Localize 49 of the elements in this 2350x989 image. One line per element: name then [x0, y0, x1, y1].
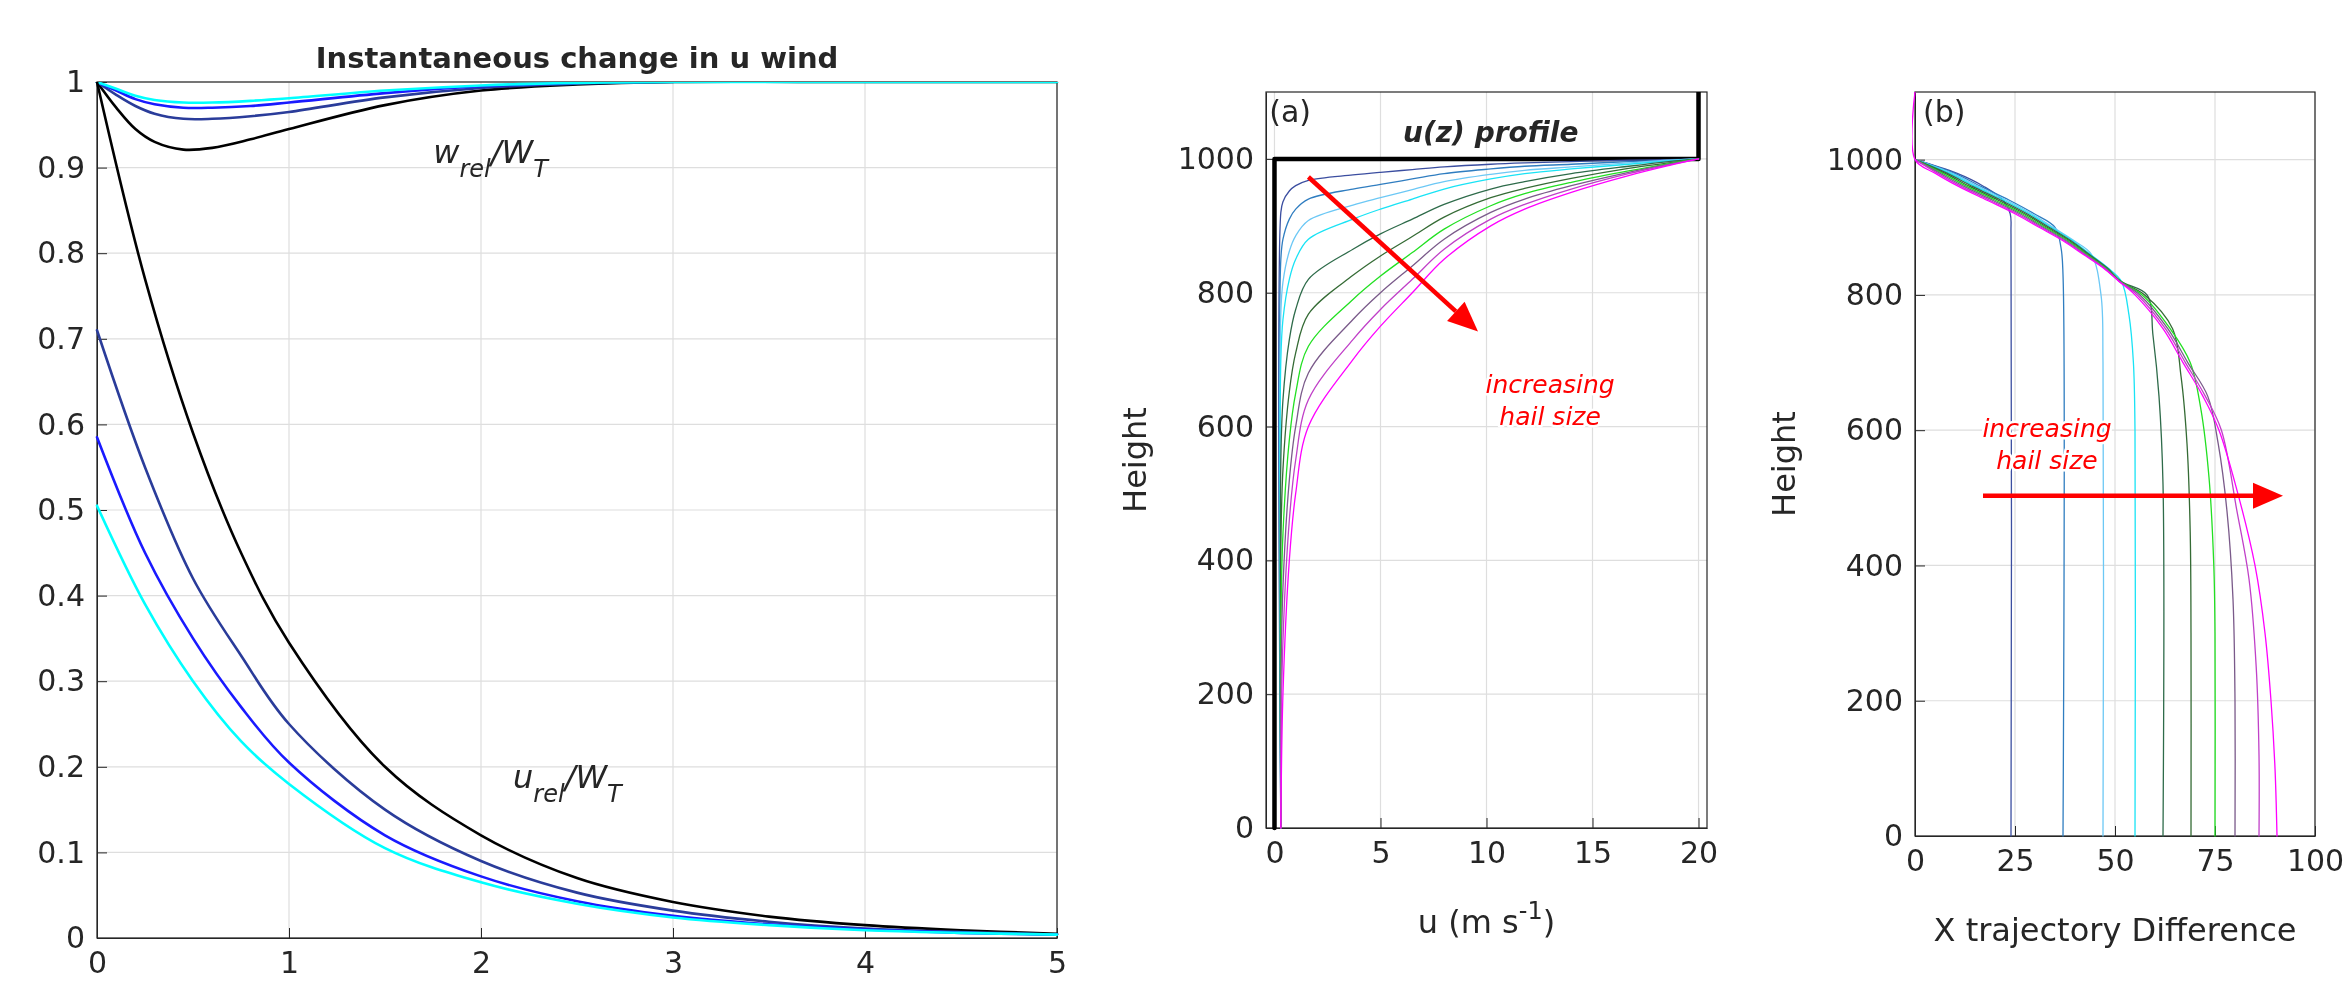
x-tick-label: 0 — [1265, 835, 1285, 871]
x-tick-label: 100 — [2286, 843, 2345, 879]
x-tick-label: 3 — [663, 945, 684, 981]
x-axis-title: X trajectory Difference — [1933, 911, 2297, 949]
y-tick-label: 0.3 — [37, 663, 85, 699]
x-tick-label: 5 — [1371, 835, 1391, 871]
y-tick-label: 1000 — [1177, 141, 1254, 177]
x-tick-label: 2 — [471, 945, 492, 981]
y-axis-title: Height — [1765, 411, 1803, 517]
y-tick-label: 200 — [1196, 676, 1254, 712]
annotation: w$_{rel}$/W$_{T}$ — [433, 133, 551, 184]
y-tick-label: 400 — [1845, 547, 1903, 583]
y-tick-label: 0.1 — [37, 834, 85, 870]
x-tick-label: 10 — [1467, 835, 1507, 871]
y-tick-label: 0.9 — [37, 149, 85, 185]
x-axis-title: u (m s$^{-1}$) — [1417, 897, 1556, 941]
annotation: (b) — [1923, 94, 1966, 130]
y-tick-label: 1 — [65, 64, 85, 100]
y-tick-label: 800 — [1196, 274, 1254, 310]
y-tick-label: 0.2 — [37, 748, 85, 784]
x-tick-label: 0 — [1905, 843, 1926, 879]
annotation: u(z) profile — [1403, 116, 1579, 150]
y-tick-label: 400 — [1196, 542, 1254, 578]
y-tick-label: 0.8 — [37, 235, 85, 271]
y-tick-label: 0.6 — [37, 406, 85, 442]
x-tick-label: 50 — [2096, 843, 2135, 879]
y-tick-label: 200 — [1845, 682, 1903, 718]
y-axis-title: Height — [1116, 407, 1154, 513]
annotation: (a) — [1269, 94, 1311, 130]
chart-title: Instantaneous change in u wind — [315, 41, 839, 75]
y-tick-label: 0.4 — [37, 577, 85, 613]
y-tick-label: 600 — [1196, 408, 1254, 444]
y-tick-label: 1000 — [1826, 141, 1903, 177]
x-tick-label: 0 — [87, 945, 108, 981]
annotation: increasing hail size — [1485, 370, 1615, 432]
y-tick-label: 800 — [1845, 277, 1903, 313]
y-tick-label: 0 — [65, 920, 85, 956]
y-tick-label: 0.7 — [37, 320, 85, 356]
y-tick-label: 0 — [1234, 810, 1254, 846]
x-tick-label: 25 — [1996, 843, 2035, 879]
annotation: u$_{rel}$/W$_{T}$ — [513, 758, 625, 809]
x-tick-label: 15 — [1573, 835, 1613, 871]
y-tick-label: 0.5 — [37, 492, 85, 528]
x-tick-label: 1 — [279, 945, 300, 981]
x-tick-label: 4 — [855, 945, 876, 981]
y-tick-label: 600 — [1845, 412, 1903, 448]
x-tick-label: 20 — [1679, 835, 1719, 871]
x-tick-label: 5 — [1047, 945, 1068, 981]
x-tick-label: 75 — [2196, 843, 2235, 879]
